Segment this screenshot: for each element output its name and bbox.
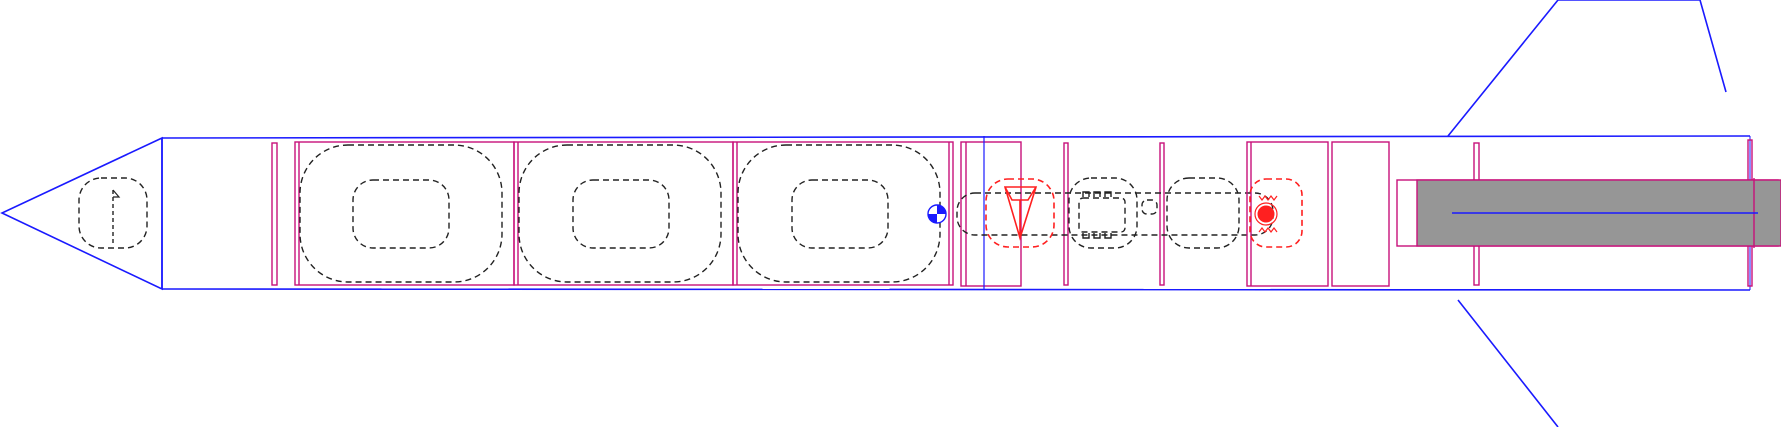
avionics-board[interactable] bbox=[1078, 197, 1126, 233]
body-tube-top-edge bbox=[161, 135, 1751, 139]
ejection-charge[interactable] bbox=[1249, 178, 1303, 248]
payload-bay[interactable] bbox=[294, 141, 515, 286]
fin-lower[interactable] bbox=[1457, 299, 1559, 427]
payload-bays bbox=[294, 141, 954, 286]
nose-mass-flag bbox=[112, 189, 121, 198]
cg-marker[interactable] bbox=[927, 204, 947, 224]
payload-bay[interactable] bbox=[513, 141, 734, 286]
avionics-bay[interactable] bbox=[1068, 177, 1138, 249]
centering-ring[interactable] bbox=[1159, 142, 1165, 286]
coupler-tube[interactable] bbox=[960, 141, 1022, 287]
payload-bay[interactable] bbox=[732, 141, 954, 286]
engine-block[interactable] bbox=[1331, 141, 1390, 287]
parachute-icon bbox=[1003, 186, 1038, 241]
body-tube-bottom-edge bbox=[161, 288, 1751, 291]
centering-ring[interactable] bbox=[1063, 142, 1069, 286]
mass-component[interactable] bbox=[352, 179, 450, 249]
mass-component[interactable] bbox=[572, 179, 670, 249]
mass-component[interactable] bbox=[1166, 177, 1240, 249]
ejection-charge-dot bbox=[1257, 205, 1275, 223]
mass-component[interactable] bbox=[518, 144, 722, 283]
ejection-charge-ring bbox=[1254, 202, 1278, 226]
shock-cord[interactable] bbox=[956, 192, 1274, 236]
airframe-outline bbox=[0, 135, 1751, 291]
ejection-charge-housing bbox=[1249, 178, 1303, 248]
mass-component[interactable] bbox=[299, 144, 503, 283]
mass-component[interactable] bbox=[1141, 199, 1158, 215]
mass-component[interactable] bbox=[737, 144, 941, 283]
fin-set[interactable] bbox=[1447, 0, 1727, 427]
fin-upper[interactable] bbox=[1447, 0, 1727, 137]
parachute[interactable] bbox=[985, 178, 1055, 248]
parachute-bag bbox=[985, 178, 1055, 248]
battery-contacts bbox=[1082, 191, 1112, 239]
engine-block[interactable] bbox=[1246, 141, 1329, 287]
ejection-charge-zigzag bbox=[1258, 195, 1278, 233]
mass-component[interactable] bbox=[791, 179, 889, 249]
centering-ring[interactable] bbox=[271, 142, 278, 286]
nose-cone[interactable] bbox=[0, 136, 163, 291]
nose-mass-component[interactable] bbox=[78, 177, 148, 249]
